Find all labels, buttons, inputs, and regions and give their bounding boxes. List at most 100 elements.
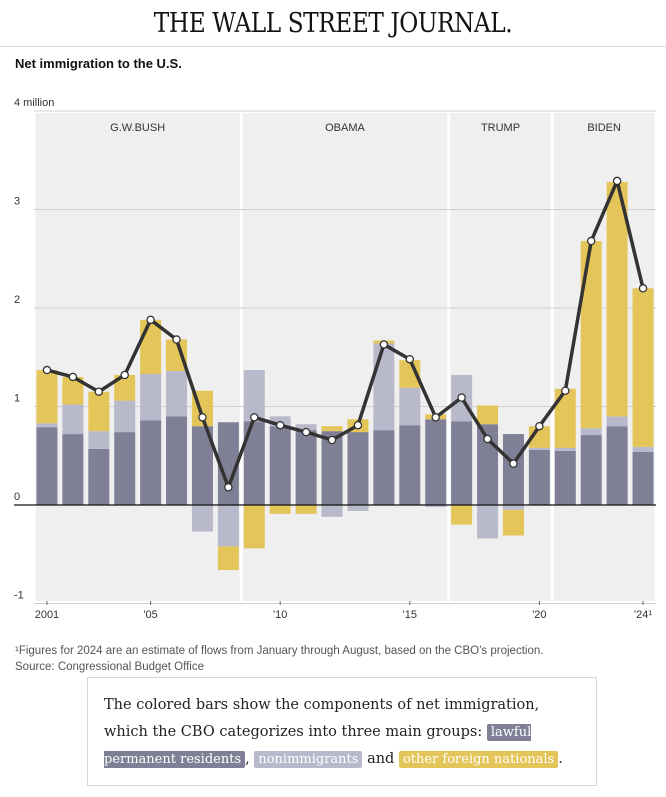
bar-nonimmigrants-2011 xyxy=(295,424,317,431)
bar-other-foreign-nationals-2023 xyxy=(606,181,628,417)
bar-nonimmigrants-2012 xyxy=(321,505,343,517)
bar-nonimmigrants-2008 xyxy=(217,505,239,547)
era-label: BIDEN xyxy=(587,122,621,134)
bar-lawful-permanent-residents-2006 xyxy=(166,416,188,505)
legend-chip-other-foreign-nationals: other foreign nationals xyxy=(398,751,559,768)
bar-lawful-permanent-residents-2002 xyxy=(62,434,84,505)
bar-other-foreign-nationals-2004 xyxy=(114,374,136,401)
bar-other-foreign-nationals-2017 xyxy=(451,505,473,525)
bar-lawful-permanent-residents-2023 xyxy=(606,426,628,505)
x-tick-label: '05 xyxy=(143,609,157,621)
y-tick-label: 3 xyxy=(14,196,20,208)
bar-other-foreign-nationals-2008 xyxy=(217,546,239,571)
bar-lawful-permanent-residents-2022 xyxy=(580,435,602,505)
masthead-divider xyxy=(0,46,666,47)
bar-lawful-permanent-residents-2010 xyxy=(269,426,291,505)
line-point-2017 xyxy=(457,393,466,402)
era-band xyxy=(450,113,551,601)
bar-nonimmigrants-2024 xyxy=(632,446,654,452)
line-point-2006 xyxy=(172,335,181,344)
bar-lawful-permanent-residents-2012 xyxy=(321,431,343,505)
net-immigration-line xyxy=(46,179,645,490)
explainer-and: and xyxy=(367,751,395,767)
bar-lawful-permanent-residents-2015 xyxy=(399,425,421,505)
chart-title: Net immigration to the U.S. xyxy=(15,56,182,71)
masthead-logo: THE WALL STREET JOURNAL. xyxy=(153,8,513,39)
bar-lawful-permanent-residents-2011 xyxy=(295,430,317,505)
bar-other-foreign-nationals-2022 xyxy=(580,241,602,429)
bar-other-foreign-nationals-2012 xyxy=(321,426,343,432)
net-immigration-chart: G.W.BUSH OBAMA TRUMP BIDEN 4 million 3 2 1 0 -1 20… xyxy=(14,97,656,621)
bar-lawful-permanent-residents-2017 xyxy=(451,421,473,505)
x-tick-label: '20 xyxy=(532,609,546,621)
era-label: G.W.BUSH xyxy=(110,122,165,134)
x-tick-label: 2001 xyxy=(35,609,59,621)
x-tick-label: '15 xyxy=(403,609,417,621)
bar-lawful-permanent-residents-2004 xyxy=(114,432,136,505)
line-point-2021 xyxy=(561,386,570,395)
bar-other-foreign-nationals-2001 xyxy=(36,370,58,424)
bar-nonimmigrants-2003 xyxy=(88,431,110,449)
bar-lawful-permanent-residents-2001 xyxy=(36,427,58,505)
y-tick-label: -1 xyxy=(14,590,24,602)
line-point-2002 xyxy=(68,372,78,382)
line-point-2023 xyxy=(612,176,622,186)
footnote-note: ¹Figures for 2024 are an estimate of flo… xyxy=(15,645,544,657)
line-point-2008 xyxy=(224,483,233,492)
bar-lawful-permanent-residents-2003 xyxy=(88,448,110,505)
bar-other-foreign-nationals-2006 xyxy=(166,339,188,372)
x-tick-label: '24¹ xyxy=(634,609,652,621)
line-point-2024 xyxy=(638,284,648,293)
bar-lawful-permanent-residents-2016 xyxy=(425,419,447,505)
bar-nonimmigrants-2004 xyxy=(114,400,136,433)
bar-other-foreign-nationals-2005 xyxy=(140,319,162,374)
bar-other-foreign-nationals-2002 xyxy=(62,376,84,405)
bar-lawful-permanent-residents-2008 xyxy=(217,422,239,505)
x-tick-label: '10 xyxy=(273,609,287,621)
era-label: OBAMA xyxy=(325,122,365,134)
bar-lawful-permanent-residents-2020 xyxy=(528,449,550,505)
y-tick-label: 4 million xyxy=(14,97,54,109)
bar-nonimmigrants-2007 xyxy=(191,505,213,532)
bar-nonimmigrants-2013 xyxy=(347,505,369,511)
footnote: ¹Figures for 2024 are an estimate of flo… xyxy=(15,643,543,675)
line-point-2015 xyxy=(405,354,415,364)
bar-other-foreign-nationals-2021 xyxy=(554,388,576,448)
line-point-2004 xyxy=(120,370,129,380)
legend-explainer: The colored bars show the components of … xyxy=(87,677,597,786)
bar-nonimmigrants-2002 xyxy=(62,404,84,435)
bar-other-foreign-nationals-2024 xyxy=(632,288,654,447)
bar-other-foreign-nationals-2019 xyxy=(502,509,524,536)
bar-lawful-permanent-residents-2009 xyxy=(243,421,265,505)
line-point-2001 xyxy=(42,365,52,375)
line-point-2012 xyxy=(327,435,337,445)
bar-lawful-permanent-residents-2021 xyxy=(554,450,576,505)
bar-other-foreign-nationals-2010 xyxy=(269,505,291,514)
era-band xyxy=(242,113,448,601)
line-point-2014 xyxy=(379,340,389,349)
bar-nonimmigrants-2005 xyxy=(140,373,162,421)
bar-nonimmigrants-2020 xyxy=(528,447,550,450)
footnote-source: Source: Congressional Budget Office xyxy=(15,661,205,673)
line-point-2005 xyxy=(146,315,155,325)
bar-nonimmigrants-2023 xyxy=(606,416,628,427)
line-point-2009 xyxy=(250,413,259,422)
bar-lawful-permanent-residents-2024 xyxy=(632,451,654,505)
line-point-2019 xyxy=(509,459,518,468)
line-point-2018 xyxy=(483,434,492,444)
bar-lawful-permanent-residents-2007 xyxy=(191,426,213,505)
bar-lawful-permanent-residents-2013 xyxy=(347,432,369,505)
bar-nonimmigrants-2022 xyxy=(580,428,602,436)
bar-nonimmigrants-2009 xyxy=(243,370,265,422)
bar-nonimmigrants-2015 xyxy=(399,387,421,426)
line-point-2016 xyxy=(431,413,440,422)
line-point-2020 xyxy=(535,421,544,431)
bar-lawful-permanent-residents-2014 xyxy=(373,430,395,505)
bar-other-foreign-nationals-2009 xyxy=(243,505,265,549)
bar-nonimmigrants-2001 xyxy=(36,423,58,428)
era-label: TRUMP xyxy=(481,122,520,134)
explainer-end: . xyxy=(558,751,563,767)
bar-nonimmigrants-2014 xyxy=(373,343,395,431)
bar-other-foreign-nationals-2018 xyxy=(477,405,499,425)
line-point-2013 xyxy=(353,420,363,430)
